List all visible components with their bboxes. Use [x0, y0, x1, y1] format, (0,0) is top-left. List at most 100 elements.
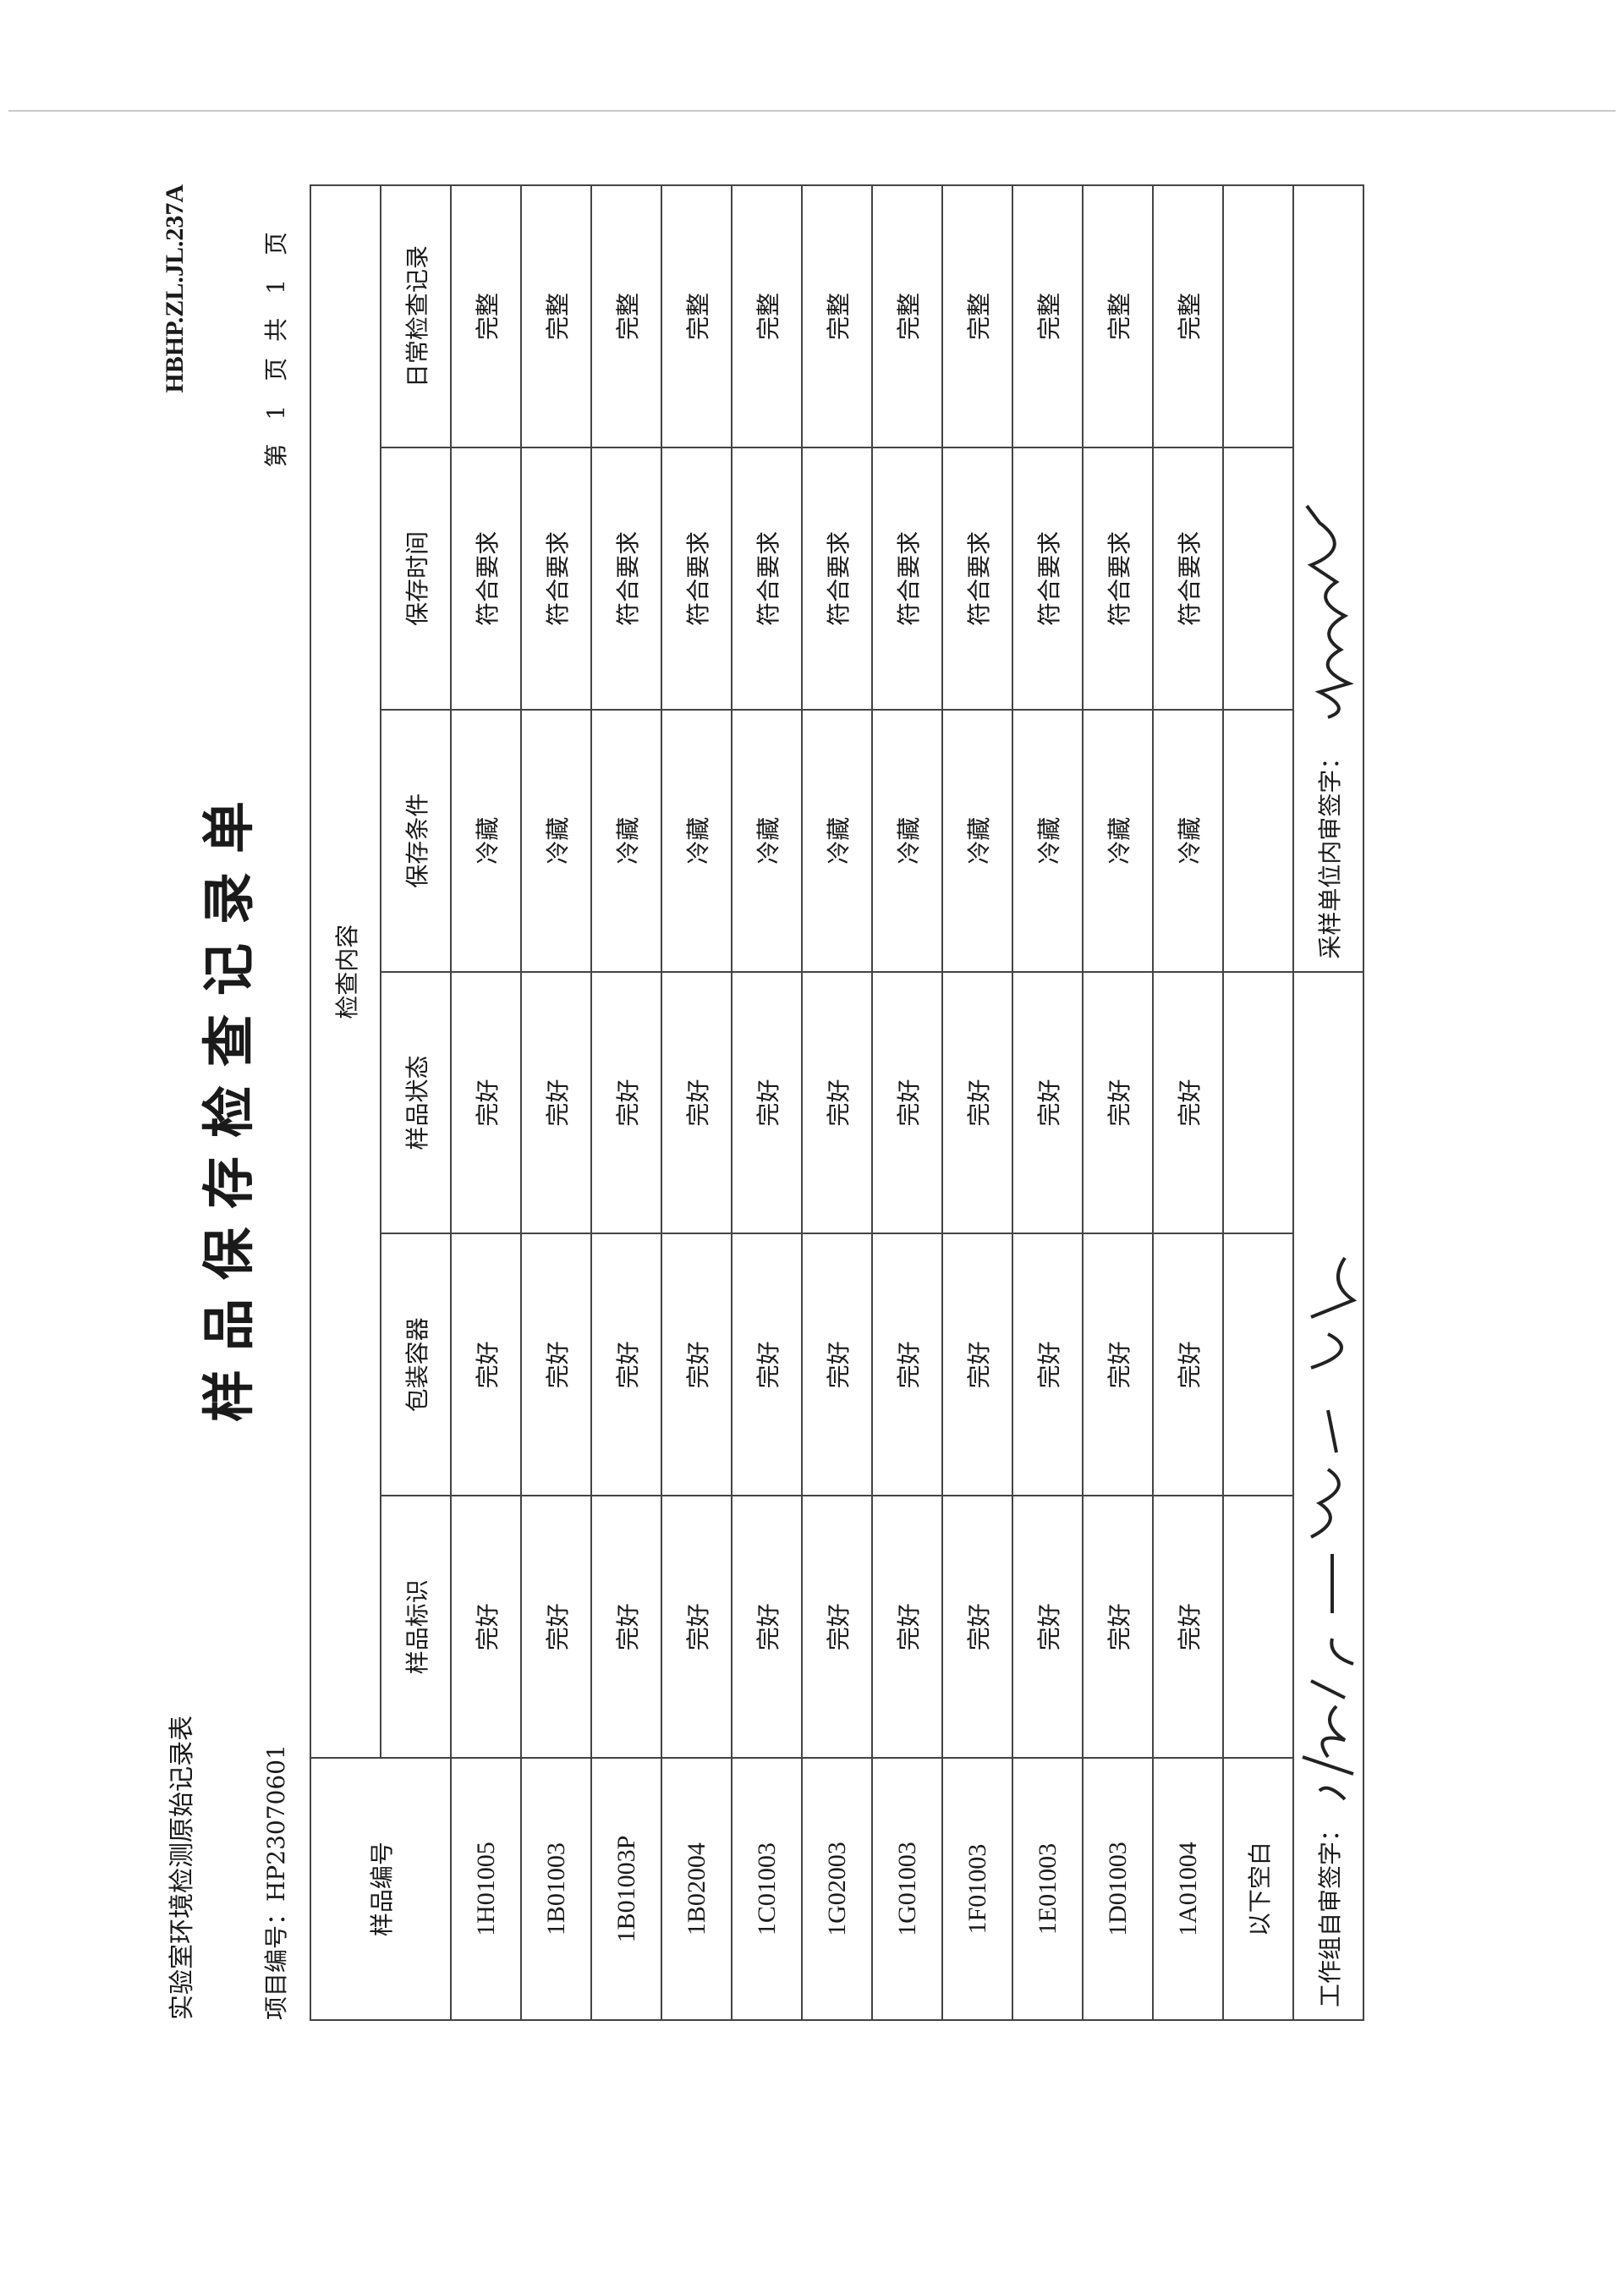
cell-sample-label: 完好 — [802, 1496, 872, 1759]
cell-storage-time: 符合要求 — [872, 447, 942, 710]
col-header-time: 保存时间 — [381, 447, 451, 710]
table-row: 1G01003 完好 完好 完好 冷藏 符合要求 完整 — [872, 185, 942, 2020]
cell-storage-time: 符合要求 — [802, 447, 872, 710]
scan-top-rule — [8, 110, 1616, 112]
cell-storage-time: 符合要求 — [732, 447, 802, 710]
group-header-inspection: 检查内容 — [310, 185, 381, 1759]
cell-sample-state: 完好 — [872, 971, 942, 1234]
table-row: 1H01005 完好 完好 完好 冷藏 符合要求 完整 — [451, 185, 521, 2020]
cell-container: 完好 — [872, 1233, 942, 1496]
cell-sample-no: 1H01005 — [451, 1758, 521, 2020]
cell-sample-label: 完好 — [661, 1496, 732, 1759]
cell-storage-time: 符合要求 — [451, 447, 521, 710]
header-row: 样品标识 包装容器 样品状态 保存条件 保存时间 日常检查记录 — [381, 185, 451, 2020]
cell-sample-state: 完好 — [661, 971, 732, 1234]
blank-cell — [1223, 447, 1293, 710]
cell-storage-time: 符合要求 — [521, 447, 591, 710]
cell-sample-label: 完好 — [521, 1496, 591, 1759]
cell-storage-condition: 冷藏 — [1153, 709, 1223, 972]
page-title: 样品保存检查记录单 — [198, 782, 260, 1423]
header-row-group: 样品编号 检查内容 — [310, 185, 451, 2020]
unit-handwritten-signature — [1305, 504, 1354, 719]
sample-storage-table: 样品编号 检查内容 样品标识 包装容器 样品状态 保存条件 保存时间 日常检查记… — [310, 184, 1364, 2021]
team-handwritten-signature — [1302, 1256, 1358, 1801]
table-row: 1B01003P 完好 完好 完好 冷藏 符合要求 完整 — [591, 185, 661, 2020]
page-prefix: 第 — [262, 443, 290, 468]
col-header-condition: 保存条件 — [381, 709, 451, 972]
cell-container: 完好 — [521, 1233, 591, 1496]
col-header-state: 样品状态 — [381, 971, 451, 1234]
cell-sample-label: 完好 — [942, 1496, 1012, 1759]
team-sign-cell: 工作组自审签字： — [1293, 971, 1363, 2020]
cell-sample-no: 1G02003 — [802, 1758, 872, 2020]
blank-cell — [1223, 709, 1293, 972]
cell-daily-record: 完整 — [661, 185, 732, 447]
page-indicator: 第 1 页 共 1 页 — [258, 220, 292, 480]
col-header-label: 样品标识 — [381, 1496, 451, 1759]
cell-storage-time: 符合要求 — [591, 447, 661, 710]
cell-container: 完好 — [1012, 1233, 1083, 1496]
blank-note: 以下空白 — [1223, 1758, 1293, 2020]
cell-container: 完好 — [1153, 1233, 1223, 1496]
page-number: 1 — [262, 404, 290, 420]
page-total: 1 — [262, 279, 290, 294]
cell-sample-state: 完好 — [591, 971, 661, 1234]
cell-storage-condition: 冷藏 — [1083, 709, 1153, 972]
cell-storage-time: 符合要求 — [1083, 447, 1153, 710]
project-number: 项目编号：HP23070601 — [258, 1744, 292, 2020]
cell-daily-record: 完整 — [802, 185, 872, 447]
blank-cell — [1223, 971, 1293, 1234]
cell-sample-no: 1B02004 — [661, 1758, 732, 2020]
cell-sample-no: 1C01003 — [732, 1758, 802, 2020]
cell-storage-time: 符合要求 — [1153, 447, 1223, 710]
table-row: 1F01003 完好 完好 完好 冷藏 符合要求 完整 — [942, 185, 1012, 2020]
cell-container: 完好 — [732, 1233, 802, 1496]
blank-cell — [1223, 1233, 1293, 1496]
cell-sample-label: 完好 — [451, 1496, 521, 1759]
cell-sample-label: 完好 — [732, 1496, 802, 1759]
table-row: 1B01003 完好 完好 完好 冷藏 符合要求 完整 — [521, 185, 591, 2020]
signature-row: 工作组自审签字： 采样单位内审签字： — [1293, 185, 1363, 2020]
cell-sample-no: 1G01003 — [872, 1758, 942, 2020]
cell-storage-condition: 冷藏 — [1012, 709, 1083, 972]
cell-storage-condition: 冷藏 — [591, 709, 661, 972]
cell-sample-state: 完好 — [451, 971, 521, 1234]
cell-daily-record: 完整 — [1012, 185, 1083, 447]
cell-container: 完好 — [451, 1233, 521, 1496]
cell-storage-time: 符合要求 — [1012, 447, 1083, 710]
cell-sample-no: 1F01003 — [942, 1758, 1012, 2020]
cell-storage-condition: 冷藏 — [802, 709, 872, 972]
cell-daily-record: 完整 — [1153, 185, 1223, 447]
cell-daily-record: 完整 — [591, 185, 661, 447]
cell-sample-label: 完好 — [1012, 1496, 1083, 1759]
cell-daily-record: 完整 — [872, 185, 942, 447]
project-label: 项目编号： — [262, 1901, 290, 2020]
col-header-daily-record: 日常检查记录 — [381, 185, 451, 447]
cell-sample-no: 1A01004 — [1153, 1758, 1223, 2020]
cell-sample-label: 完好 — [872, 1496, 942, 1759]
unit-sign-label: 采样单位内审签字： — [1315, 745, 1344, 959]
page-suffix: 页 — [262, 232, 290, 256]
cell-container: 完好 — [1083, 1233, 1153, 1496]
cell-storage-condition: 冷藏 — [521, 709, 591, 972]
team-sign-label: 工作组自审签字： — [1315, 1817, 1344, 2007]
cell-sample-state: 完好 — [1153, 971, 1223, 1234]
blank-row: 以下空白 — [1223, 185, 1293, 2020]
cell-container: 完好 — [591, 1233, 661, 1496]
table-row: 1A01004 完好 完好 完好 冷藏 符合要求 完整 — [1153, 185, 1223, 2020]
cell-container: 完好 — [802, 1233, 872, 1496]
cell-daily-record: 完整 — [1083, 185, 1153, 447]
table-row: 1G02003 完好 完好 完好 冷藏 符合要求 完整 — [802, 185, 872, 2020]
cell-daily-record: 完整 — [732, 185, 802, 447]
cell-sample-state: 完好 — [802, 971, 872, 1234]
cell-sample-state: 完好 — [732, 971, 802, 1234]
cell-sample-state: 完好 — [521, 971, 591, 1234]
cell-container: 完好 — [942, 1233, 1012, 1496]
cell-storage-time: 符合要求 — [661, 447, 732, 710]
table-row: 1D01003 完好 完好 完好 冷藏 符合要求 完整 — [1083, 185, 1153, 2020]
cell-sample-state: 完好 — [942, 971, 1012, 1234]
cell-sample-state: 完好 — [1083, 971, 1153, 1234]
cell-storage-condition: 冷藏 — [732, 709, 802, 972]
form-code: HBHP.ZL.JL.237A — [161, 184, 189, 393]
